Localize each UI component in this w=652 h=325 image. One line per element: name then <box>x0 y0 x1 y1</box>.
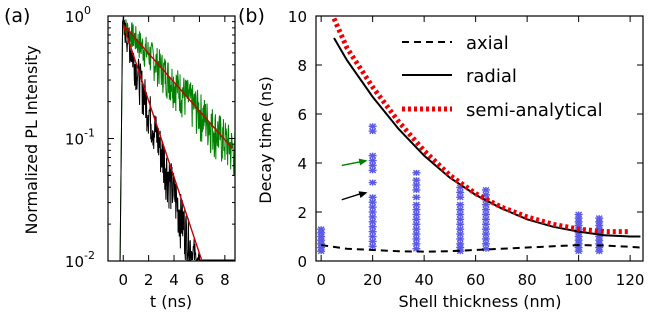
y-tick-label-a: 10 <box>65 253 84 271</box>
x-tick-label-a: 2 <box>144 271 154 289</box>
scatter-point <box>481 186 490 193</box>
scatter-point <box>368 123 377 130</box>
y-tick-exponent-a: -2 <box>84 249 95 262</box>
fit-line <box>122 24 203 262</box>
scatter-point <box>368 162 377 169</box>
y-tick-label-b: 8 <box>297 57 307 75</box>
y-tick-exponent-a: -1 <box>84 127 95 140</box>
y-tick-label-b: 2 <box>297 204 307 222</box>
y-tick-label-b: 0 <box>297 253 307 271</box>
x-tick-label-a: 6 <box>195 271 205 289</box>
x-tick-label-b: 40 <box>415 271 434 289</box>
scatter-point <box>412 169 421 176</box>
decay-traces <box>108 16 236 262</box>
series-line-radial <box>333 37 641 238</box>
x-axis-label-b: Shell thickness (nm) <box>399 292 562 311</box>
x-tick-label-a: 0 <box>118 271 128 289</box>
legend-label-radial: radial <box>466 66 517 87</box>
x-axis-label-a: t (ns) <box>150 292 192 311</box>
scatter-point <box>368 238 377 245</box>
panel-label-b: (b) <box>238 5 265 27</box>
decay-time-chart: 0 20 40 60 80 100 120 0 2 4 6 8 10 axial radial semi… <box>256 8 644 311</box>
y-axis-label-b: Decay time (ns) <box>256 76 275 204</box>
scatter-point <box>368 152 377 159</box>
scatter-point <box>456 235 465 242</box>
scatter-point <box>412 245 421 252</box>
scatter-point <box>368 194 377 201</box>
series-line-semi-analytical <box>331 17 631 235</box>
panel-label-a: (a) <box>4 5 30 27</box>
x-tick-label-b: 100 <box>564 271 593 289</box>
legend: axial radial semi-analytical <box>402 33 603 121</box>
annotation-arrowhead <box>358 191 368 199</box>
scatter-point <box>456 189 465 196</box>
scatter-point <box>456 201 465 208</box>
scatter-point <box>456 216 465 223</box>
y-tick-label-b: 10 <box>288 8 307 26</box>
axes-b: 0 20 40 60 80 100 120 0 2 4 6 8 10 <box>288 8 645 289</box>
scatter-point <box>481 221 490 228</box>
legend-label-axial: axial <box>466 33 509 54</box>
x-tick-label-a: 4 <box>169 271 179 289</box>
y-tick-label-b: 4 <box>297 155 307 173</box>
decay-time-series <box>317 17 641 255</box>
decay-trace <box>108 19 236 262</box>
y-tick-exponent-a: 0 <box>84 4 91 17</box>
scatter-point <box>317 226 326 233</box>
legend-label-semi-analytical: semi-analytical <box>466 100 603 121</box>
series-line-axial <box>321 244 641 253</box>
scatter-point <box>368 128 377 135</box>
scatter-point <box>574 211 583 218</box>
scatter-point <box>412 201 421 208</box>
fit-line <box>122 24 233 149</box>
scatter-point <box>456 194 465 201</box>
x-tick-label-b: 80 <box>518 271 537 289</box>
annotation-arrow <box>341 192 362 201</box>
scatter-point <box>456 226 465 233</box>
plot-frame-b <box>315 15 644 262</box>
annotation-arrow <box>341 160 362 167</box>
x-tick-label-b: 20 <box>363 271 382 289</box>
scatter-point <box>412 211 421 218</box>
x-tick-label-b: 60 <box>466 271 485 289</box>
scatter-point <box>412 177 421 184</box>
scatter-point <box>368 179 377 186</box>
scatter-point <box>481 226 490 233</box>
annotation-arrowhead <box>358 158 368 166</box>
scatter-point <box>456 211 465 218</box>
x-tick-label-a: 8 <box>220 271 230 289</box>
y-axis-label-a: Normalized PL Intensity <box>22 45 41 234</box>
y-tick-label-a: 10 <box>65 131 84 149</box>
x-tick-label-b: 120 <box>616 271 645 289</box>
scatter-point <box>456 206 465 213</box>
scatter-point <box>412 226 421 233</box>
scatter-point <box>368 213 377 220</box>
scatter-point <box>368 243 377 250</box>
scatter-point <box>595 215 604 222</box>
decay-trace <box>108 16 235 262</box>
scatter-point <box>412 194 421 201</box>
x-tick-label-b: 0 <box>316 271 326 289</box>
scatter-point <box>368 233 377 240</box>
y-tick-label-b: 6 <box>297 106 307 124</box>
y-tick-label-a: 10 <box>65 8 84 26</box>
